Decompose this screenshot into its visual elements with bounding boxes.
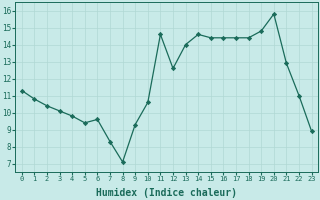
X-axis label: Humidex (Indice chaleur): Humidex (Indice chaleur): [96, 188, 237, 198]
